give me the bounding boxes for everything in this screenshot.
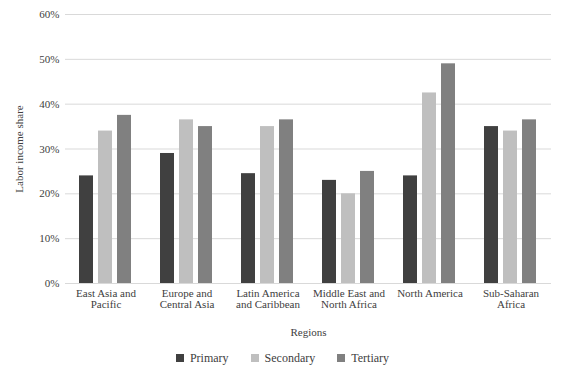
svg-text:Latin Americaand Caribbean: Latin Americaand Caribbean <box>236 287 300 310</box>
svg-text:Sub-SaharanAfrica: Sub-SaharanAfrica <box>483 287 540 310</box>
svg-text:Middle East andNorth Africa: Middle East andNorth Africa <box>313 287 386 310</box>
html-text:Primary: Primary <box>189 350 229 365</box>
html-text:Tertiary: Tertiary <box>351 350 390 365</box>
svg-text:Regions: Regions <box>290 326 326 338</box>
svg-text:40%: 40% <box>39 98 59 110</box>
svg-text:North America: North America <box>397 287 463 299</box>
svg-text:0%: 0% <box>45 277 60 289</box>
svg-text:10%: 10% <box>39 232 59 244</box>
svg-text:East Asia andPacific: East Asia andPacific <box>76 287 136 310</box>
svg-text:60%: 60% <box>39 8 59 20</box>
svg-text:Labor income share: Labor income share <box>13 105 25 192</box>
svg-text:Europe andCentral Asia: Europe andCentral Asia <box>160 287 215 310</box>
svg-text:50%: 50% <box>39 53 59 65</box>
svg-text:30%: 30% <box>39 143 59 155</box>
svg-text:20%: 20% <box>39 187 59 199</box>
html-text:Secondary: Secondary <box>264 350 316 365</box>
